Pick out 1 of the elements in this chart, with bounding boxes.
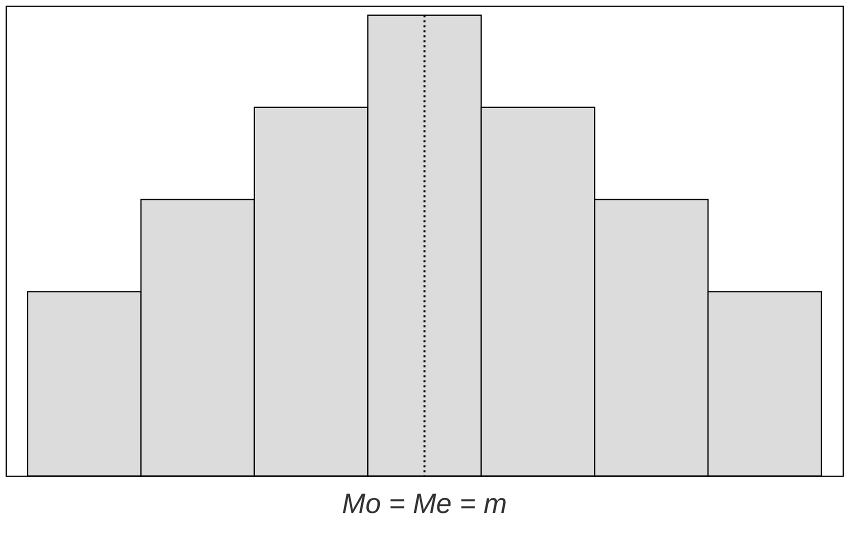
text: Mo = Me = m	[342, 488, 507, 519]
